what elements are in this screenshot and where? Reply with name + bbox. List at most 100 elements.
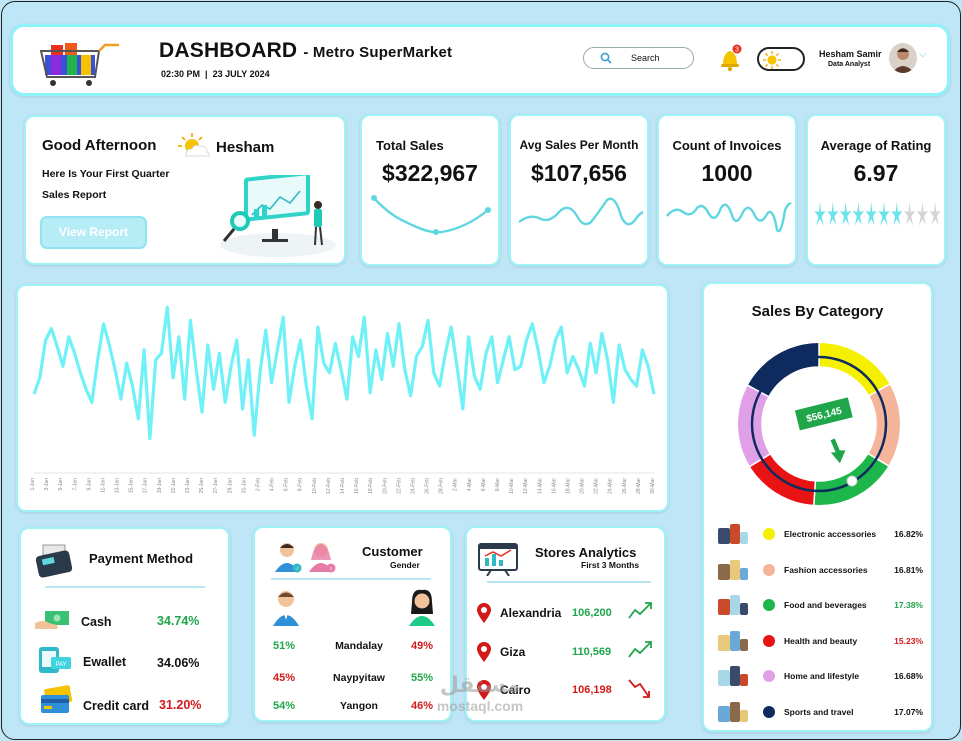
cash-icon bbox=[35, 611, 69, 629]
theme-toggle[interactable] bbox=[757, 47, 805, 71]
customer-city: Mandalay bbox=[335, 640, 383, 652]
x-tick-label: 24-Mar bbox=[608, 478, 614, 494]
datetime: 02:30 PM | 23 JULY 2024 bbox=[161, 69, 270, 79]
x-tick-label: 6-Feb bbox=[284, 478, 290, 491]
trend-down-icon bbox=[628, 679, 650, 698]
daily-sales-series-line bbox=[32, 305, 656, 441]
x-tick-label: 15-Jan bbox=[129, 478, 135, 494]
notification-bell-icon[interactable]: 3 bbox=[717, 43, 743, 73]
page-subtitle: - Metro SuperMarket bbox=[303, 44, 453, 61]
payment-cash-label: Cash bbox=[81, 615, 112, 629]
category-percent: 15.23% bbox=[894, 635, 923, 646]
x-tick-label: 3-Jan bbox=[44, 478, 50, 491]
customer-city: Yangon bbox=[340, 700, 378, 712]
avg-sales-value: $107,656 bbox=[531, 160, 627, 186]
header-bar: DASHBOARD - Metro SuperMarket 02:30 PM |… bbox=[10, 24, 950, 96]
trend-up-icon bbox=[628, 602, 652, 619]
female-percent: 46% bbox=[411, 700, 434, 712]
view-report-button[interactable]: View Report bbox=[40, 216, 147, 249]
rating-star bbox=[891, 202, 903, 226]
stores-subtitle: First 3 Months bbox=[581, 560, 640, 570]
x-tick-label: 22-Mar bbox=[594, 478, 600, 494]
invoices-value: 1000 bbox=[701, 160, 753, 186]
sales-by-category-card: Sales By Category $56,145 Electronic acc… bbox=[702, 282, 933, 732]
x-tick-label: 4-Feb bbox=[270, 478, 276, 491]
x-tick-label: 8-Feb bbox=[298, 478, 304, 491]
stores-title: Stores Analytics bbox=[535, 545, 637, 560]
greeting-card: Good Afternoon Hesham Here Is Your First… bbox=[24, 115, 346, 265]
rating-star bbox=[878, 202, 890, 226]
total-sales-value: $322,967 bbox=[382, 160, 478, 186]
search-input[interactable]: Search bbox=[583, 47, 694, 69]
x-tick-label: 14-Feb bbox=[340, 478, 346, 494]
store-city: Giza bbox=[500, 645, 526, 659]
category-product-icon bbox=[718, 524, 748, 544]
category-color-dot bbox=[763, 634, 775, 647]
x-tick-label: 13-Jan bbox=[115, 478, 121, 494]
greeting-name: Hesham bbox=[216, 139, 275, 156]
chevron-down-icon[interactable]: ⌵ bbox=[919, 49, 927, 60]
location-pin-icon bbox=[477, 680, 491, 700]
divider bbox=[487, 581, 651, 583]
female-percent: 49% bbox=[411, 640, 434, 652]
customer-gender-card: ♂ ♀ Customer Gender 51% Mandalay 49% 45% Nay… bbox=[253, 526, 452, 722]
category-color-dot bbox=[763, 670, 775, 682]
user-role: Data Analyst bbox=[828, 61, 871, 68]
rating-star bbox=[814, 202, 826, 226]
category-percent: 16.81% bbox=[894, 564, 923, 575]
svg-text:♂: ♂ bbox=[295, 567, 300, 573]
donut-marker bbox=[846, 475, 858, 487]
payment-credit-card-value: 31.20% bbox=[159, 698, 202, 712]
watermark: مستقل mostaql.com bbox=[436, 672, 524, 714]
x-tick-label: 20-Feb bbox=[382, 478, 388, 494]
customer-city: Naypyitaw bbox=[333, 672, 385, 684]
male-percent: 45% bbox=[273, 672, 296, 684]
payment-method-title: Payment Method bbox=[89, 551, 194, 566]
category-name: Electronic accessories bbox=[784, 529, 877, 539]
rating-star bbox=[852, 202, 864, 226]
category-name: Food and beverages bbox=[784, 600, 867, 610]
payment-method-card: Payment Method Cash 34.74% PAY Ewallet 3… bbox=[19, 527, 230, 725]
x-tick-label: 16-Feb bbox=[354, 478, 360, 494]
rating-star bbox=[840, 202, 852, 226]
avg-sales-sparkline bbox=[518, 197, 644, 226]
x-tick-label: 16-Mar bbox=[551, 478, 557, 494]
greeting-title: Good Afternoon bbox=[42, 137, 157, 154]
category-color-dot bbox=[763, 528, 775, 540]
divider bbox=[271, 578, 431, 580]
category-legend-item: Fashion accessories 16.81% bbox=[704, 556, 935, 586]
x-tick-label: 27-Jan bbox=[213, 478, 219, 494]
x-tick-label: 8-Mar bbox=[495, 478, 501, 491]
arrow-down-icon bbox=[829, 437, 847, 465]
invoices-sparkline bbox=[666, 202, 792, 233]
category-percent: 16.82% bbox=[894, 529, 923, 539]
avatar[interactable] bbox=[889, 43, 917, 73]
category-product-icon bbox=[718, 595, 748, 615]
daily-sales-chart: 1-Jan 3-Jan 5-Jan 7-Jan 9-Jan 11-Jan 13-Jan 15-… bbox=[16, 284, 669, 512]
male-avatar-icon bbox=[273, 591, 299, 626]
report-illustration-icon bbox=[220, 175, 336, 257]
analytics-board-icon bbox=[478, 543, 518, 576]
trend-up-icon bbox=[628, 641, 652, 658]
category-name: Home and lifestyle bbox=[784, 671, 860, 681]
x-tick-label: 10-Feb bbox=[312, 478, 318, 494]
x-tick-label: 19-Jan bbox=[157, 478, 163, 494]
category-name: Sports and travel bbox=[784, 706, 854, 717]
category-color-dot bbox=[763, 705, 775, 718]
credit-card-icon bbox=[41, 685, 73, 713]
card-terminal-icon bbox=[35, 544, 73, 578]
category-legend-item: Home and lifestyle 16.68% bbox=[704, 662, 935, 692]
category-product-icon bbox=[718, 666, 748, 686]
x-tick-label: 26-Mar bbox=[622, 478, 628, 494]
rating-value: 6.97 bbox=[853, 160, 899, 186]
x-tick-label: 26-Feb bbox=[425, 478, 431, 494]
x-tick-label: 12-Mar bbox=[523, 478, 529, 494]
svg-text:PAY: PAY bbox=[55, 662, 66, 668]
store-sales-value: 106,198 bbox=[572, 684, 612, 696]
x-tick-label: 23-Jan bbox=[185, 478, 191, 494]
x-tick-label: 24-Feb bbox=[411, 478, 417, 494]
x-tick-label: 18-Feb bbox=[368, 478, 374, 494]
x-tick-label: 18-Mar bbox=[566, 478, 572, 494]
category-legend-item: Food and beverages 17.38% bbox=[704, 591, 935, 621]
